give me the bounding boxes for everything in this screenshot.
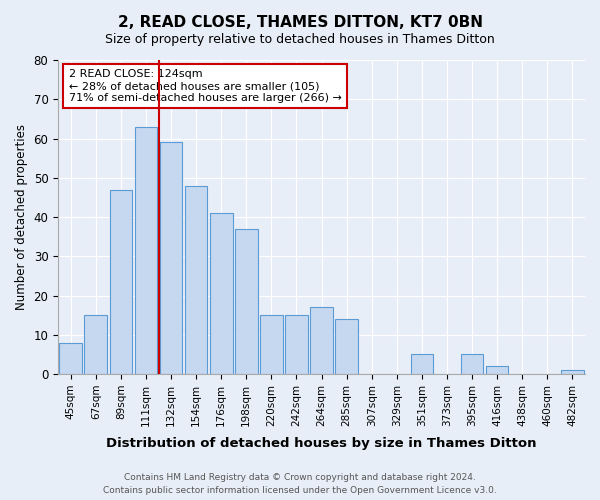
Bar: [335, 319, 358, 374]
Bar: [85, 315, 107, 374]
Bar: [260, 315, 283, 374]
Bar: [561, 370, 584, 374]
Bar: [461, 354, 484, 374]
Bar: [285, 315, 308, 374]
Text: 2 READ CLOSE: 124sqm
← 28% of detached houses are smaller (105)
71% of semi-deta: 2 READ CLOSE: 124sqm ← 28% of detached h…: [68, 70, 341, 102]
Bar: [110, 190, 132, 374]
Bar: [235, 229, 257, 374]
Text: Size of property relative to detached houses in Thames Ditton: Size of property relative to detached ho…: [105, 32, 495, 46]
Bar: [160, 142, 182, 374]
Bar: [210, 213, 233, 374]
Bar: [59, 342, 82, 374]
Bar: [185, 186, 208, 374]
Bar: [134, 126, 157, 374]
Text: Contains HM Land Registry data © Crown copyright and database right 2024.
Contai: Contains HM Land Registry data © Crown c…: [103, 474, 497, 495]
Bar: [410, 354, 433, 374]
Y-axis label: Number of detached properties: Number of detached properties: [15, 124, 28, 310]
Text: 2, READ CLOSE, THAMES DITTON, KT7 0BN: 2, READ CLOSE, THAMES DITTON, KT7 0BN: [118, 15, 482, 30]
Bar: [310, 308, 333, 374]
Bar: [486, 366, 508, 374]
X-axis label: Distribution of detached houses by size in Thames Ditton: Distribution of detached houses by size …: [106, 437, 537, 450]
